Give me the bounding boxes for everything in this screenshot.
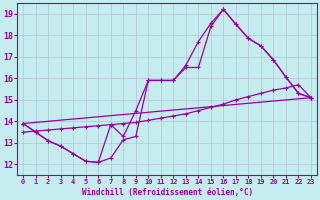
X-axis label: Windchill (Refroidissement éolien,°C): Windchill (Refroidissement éolien,°C) <box>82 188 253 197</box>
